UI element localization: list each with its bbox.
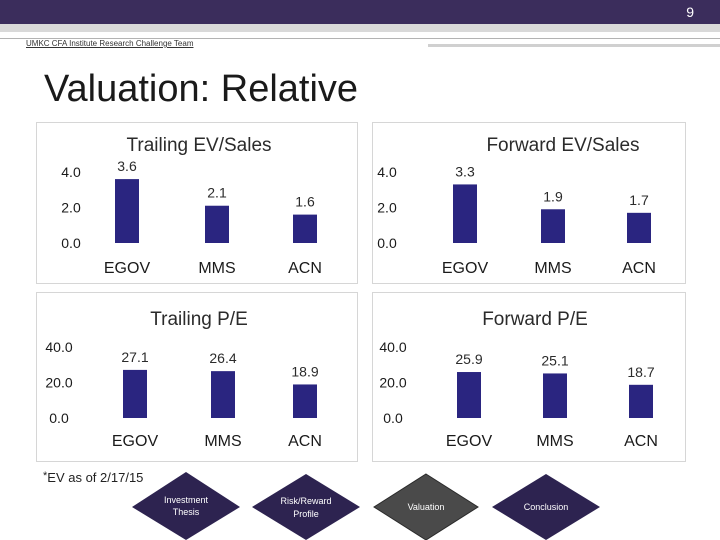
category-label: ACN bbox=[624, 433, 658, 450]
header-bar: 9 bbox=[0, 0, 720, 24]
data-label: 1.6 bbox=[295, 194, 315, 210]
category-label: MMS bbox=[198, 260, 235, 277]
chart-trailing-pe: Trailing P/E 0.0 20.0 40.0 27.1 EGOV 26.4 MMS 18… bbox=[36, 292, 358, 462]
chart-forward-pe-svg: Forward P/E 0.0 20.0 40.0 25.9 EGOV 25.1 MMS 18.… bbox=[379, 309, 658, 450]
y-tick-label: 0.0 bbox=[377, 235, 397, 251]
bar bbox=[115, 179, 139, 243]
footnote-marker: * bbox=[43, 470, 48, 482]
chart-trailing-ev-sales-svg: Trailing EV/Sales 0.0 2.0 4.0 3.6 EGOV 2.1 MMS 1… bbox=[61, 135, 322, 277]
category-label: EGOV bbox=[442, 260, 489, 277]
bar bbox=[453, 184, 477, 243]
y-tick-label: 2.0 bbox=[377, 200, 397, 216]
y-tick-label: 2.0 bbox=[61, 200, 81, 216]
category-label: ACN bbox=[288, 260, 322, 277]
bar bbox=[293, 214, 317, 243]
bar bbox=[123, 369, 147, 418]
bar bbox=[211, 371, 235, 418]
y-tick-label: 4.0 bbox=[61, 164, 81, 180]
y-tick-label: 4.0 bbox=[377, 164, 397, 180]
chart-title: Forward P/E bbox=[482, 309, 588, 330]
chart-trailing-pe-svg: Trailing P/E 0.0 20.0 40.0 27.1 EGOV 26.4 MMS 18… bbox=[45, 309, 322, 450]
y-tick-label: 20.0 bbox=[45, 375, 72, 391]
y-tick-label: 40.0 bbox=[379, 339, 406, 355]
footnote-text: EV as of 2/17/15 bbox=[47, 470, 144, 485]
bar bbox=[205, 205, 229, 243]
slide-title: Valuation: Relative bbox=[44, 68, 359, 110]
footnote: *EV as of 2/17/15 bbox=[43, 470, 143, 485]
data-label: 25.9 bbox=[455, 351, 482, 367]
nav-conclusion[interactable]: Conclusion bbox=[492, 474, 600, 540]
nav-diamond[interactable] bbox=[492, 474, 600, 540]
nav-risk-reward-profile[interactable]: Risk/Reward Profile bbox=[252, 474, 360, 540]
nav-investment-thesis[interactable]: Investment Thesis bbox=[132, 472, 240, 540]
category-label: MMS bbox=[534, 260, 571, 277]
team-name: UMKC CFA Institute Research Challenge Te… bbox=[26, 39, 194, 48]
nav-label-line2: Thesis bbox=[173, 507, 200, 517]
nav-label-line2: Profile bbox=[293, 509, 319, 519]
data-label: 26.4 bbox=[209, 350, 236, 366]
data-label: 3.6 bbox=[117, 158, 137, 174]
bar bbox=[629, 384, 653, 418]
category-label: ACN bbox=[622, 260, 656, 277]
y-tick-label: 0.0 bbox=[383, 410, 403, 426]
bar bbox=[627, 212, 651, 243]
bar bbox=[457, 372, 481, 418]
bar bbox=[293, 384, 317, 418]
data-label: 25.1 bbox=[541, 352, 568, 368]
chart-forward-ev-sales-svg: Forward EV/Sales 0.0 2.0 4.0 3.3 EGOV 1.9 MMS 1.… bbox=[377, 135, 656, 277]
chart-forward-ev-sales: Forward EV/Sales 0.0 2.0 4.0 3.3 EGOV 1.9 MMS 1.… bbox=[372, 122, 686, 284]
category-label: EGOV bbox=[446, 433, 493, 450]
chart-forward-pe: Forward P/E 0.0 20.0 40.0 25.9 EGOV 25.1 MMS 18.… bbox=[372, 292, 686, 462]
page-number: 9 bbox=[686, 4, 694, 20]
y-tick-label: 0.0 bbox=[61, 235, 81, 251]
category-label: ACN bbox=[288, 433, 322, 450]
nav-valuation[interactable]: Valuation bbox=[373, 473, 479, 540]
data-label: 18.7 bbox=[627, 364, 654, 380]
y-tick-label: 40.0 bbox=[45, 339, 72, 355]
category-label: EGOV bbox=[104, 260, 151, 277]
chart-title: Forward EV/Sales bbox=[486, 135, 639, 156]
data-label: 3.3 bbox=[455, 163, 475, 179]
chart-title: Trailing P/E bbox=[150, 309, 248, 330]
data-label: 1.7 bbox=[629, 192, 649, 208]
nav-diamond[interactable] bbox=[252, 474, 360, 540]
data-label: 18.9 bbox=[291, 363, 318, 379]
nav-label-line1: Valuation bbox=[408, 502, 445, 512]
category-label: EGOV bbox=[112, 433, 159, 450]
header-rule-accent bbox=[428, 44, 720, 47]
chart-title: Trailing EV/Sales bbox=[126, 135, 271, 156]
nav-diamond-active[interactable] bbox=[373, 473, 479, 540]
header-rule-thin bbox=[0, 38, 720, 39]
nav-label-line1: Conclusion bbox=[524, 502, 569, 512]
data-label: 2.1 bbox=[207, 185, 227, 201]
category-label: MMS bbox=[536, 433, 573, 450]
chart-trailing-ev-sales: Trailing EV/Sales 0.0 2.0 4.0 3.6 EGOV 2.1 MMS 1… bbox=[36, 122, 358, 284]
nav-label-line1: Investment bbox=[164, 495, 209, 505]
data-label: 1.9 bbox=[543, 188, 563, 204]
y-tick-label: 20.0 bbox=[379, 375, 406, 391]
header-rule bbox=[0, 24, 720, 32]
nav-diamond[interactable] bbox=[132, 472, 240, 540]
section-nav: Investment Thesis Risk/Reward Profile Va… bbox=[132, 472, 600, 540]
category-label: MMS bbox=[204, 433, 241, 450]
bar bbox=[541, 209, 565, 243]
data-label: 27.1 bbox=[121, 349, 148, 365]
nav-label-line1: Risk/Reward bbox=[280, 496, 331, 506]
y-tick-label: 0.0 bbox=[49, 410, 69, 426]
bar bbox=[543, 373, 567, 418]
